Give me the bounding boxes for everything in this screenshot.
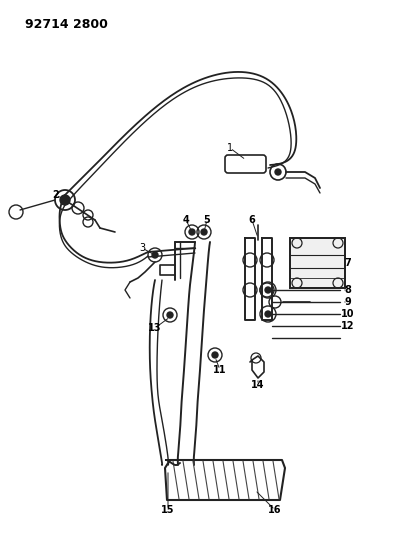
Circle shape	[265, 311, 271, 317]
Text: 16: 16	[268, 505, 282, 515]
Circle shape	[167, 312, 173, 318]
Text: 92714 2800: 92714 2800	[25, 18, 108, 31]
Text: 3: 3	[139, 243, 145, 253]
Circle shape	[275, 169, 281, 175]
Circle shape	[60, 195, 70, 205]
Text: 5: 5	[204, 215, 210, 225]
Circle shape	[201, 229, 207, 235]
Circle shape	[189, 229, 195, 235]
Text: 7: 7	[345, 258, 351, 268]
Text: 2: 2	[53, 190, 59, 200]
Text: 14: 14	[251, 380, 265, 390]
FancyBboxPatch shape	[225, 155, 266, 173]
Text: 6: 6	[249, 215, 255, 225]
Bar	[290, 238, 345, 288]
Text: 12: 12	[341, 321, 355, 331]
Text: 11: 11	[213, 365, 227, 375]
Text: 10: 10	[341, 309, 355, 319]
Text: 9: 9	[345, 297, 351, 307]
Circle shape	[212, 352, 218, 358]
Text: 4: 4	[183, 215, 189, 225]
Text: 15: 15	[161, 505, 175, 515]
Text: 8: 8	[345, 285, 351, 295]
Circle shape	[265, 287, 271, 293]
Text: 1: 1	[227, 143, 233, 153]
Circle shape	[152, 252, 158, 258]
Text: 13: 13	[148, 323, 162, 333]
Bar	[290, 238, 345, 288]
